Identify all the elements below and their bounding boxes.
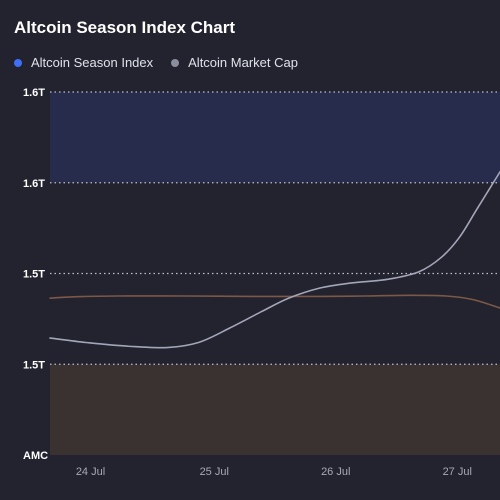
y-tick-label-1: 1.6T [23,178,45,190]
x-tick-label-2: 26 Jul [321,466,350,478]
legend-item-altcoin-market-cap[interactable]: Altcoin Market Cap [171,55,298,70]
bitcoin-season-zone-band [50,364,500,455]
legend-dot-altcoin-market-cap [171,58,180,67]
chart-legend: Altcoin Season Index Altcoin Market Cap [14,55,316,70]
y-tick-label-0: 1.6T [23,87,45,99]
y-tick-label-2: 1.5T [23,269,45,281]
chart-title: Altcoin Season Index Chart [14,18,236,37]
x-tick-label-0: 24 Jul [76,466,105,478]
x-tick-label-3: 27 Jul [443,466,472,478]
legend-label-altcoin-season-index: Altcoin Season Index [31,55,154,70]
altcoin-season-zone-band [50,92,500,183]
legend-label-altcoin-market-cap: Altcoin Market Cap [188,55,298,70]
y-tick-label-3: 1.5T [23,359,45,371]
x-tick-label-1: 25 Jul [200,466,229,478]
legend-dot-altcoin-season-index [14,58,22,67]
y-tick-label-4: AMC [23,450,48,462]
series-line-altcoin-market-cap[interactable] [49,171,500,349]
legend-item-altcoin-season-index[interactable]: Altcoin Season Index [14,55,153,70]
series-line-altcoin-season-index[interactable] [49,294,500,309]
